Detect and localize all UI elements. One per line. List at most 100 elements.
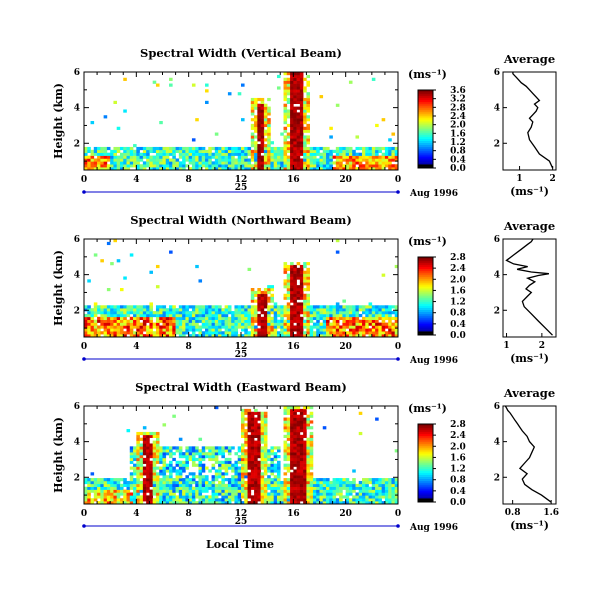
heatmap-cell	[299, 469, 304, 473]
heatmap-cell	[214, 311, 219, 315]
heatmap-cell	[388, 308, 392, 312]
heatmap-cell	[293, 285, 297, 289]
heatmap-cell	[263, 463, 268, 467]
heatmap-cell	[113, 492, 118, 496]
heatmap-cell	[299, 270, 304, 274]
heatmap-cell	[345, 492, 350, 496]
heatmap-cell	[296, 123, 301, 128]
heatmap-cell	[227, 480, 232, 485]
heatmap-cell	[303, 262, 307, 266]
heatmap-cell	[139, 483, 144, 487]
heatmap-cell	[342, 146, 346, 151]
heatmap-cell	[247, 325, 252, 329]
heatmap-cell	[146, 455, 150, 459]
heatmap-cell	[365, 305, 369, 309]
colorbar-tick-label: 3.6	[450, 86, 466, 96]
heatmap-cell	[368, 164, 373, 168]
heatmap-cell	[326, 311, 330, 315]
heatmap-cell	[87, 313, 91, 318]
heatmap-cell	[342, 331, 346, 335]
heatmap-cell	[244, 331, 248, 335]
heatmap-cell	[211, 446, 216, 450]
heatmap-cell	[136, 308, 140, 312]
heatmap-cell	[270, 299, 275, 303]
heatmap-cell	[250, 112, 255, 116]
heatmap-cell	[263, 118, 268, 122]
heatmap-cell	[303, 498, 307, 502]
heatmap-cell	[290, 121, 294, 125]
heatmap-cell	[155, 83, 160, 87]
heatmap-cell	[286, 100, 291, 104]
heatmap-cell	[352, 155, 356, 159]
heatmap-cell	[205, 489, 209, 493]
heatmap-cell	[237, 489, 242, 493]
heatmap-cell	[329, 305, 333, 309]
heatmap-cell	[237, 457, 242, 462]
heatmap-cell	[267, 311, 271, 315]
heatmap-cell	[283, 135, 288, 139]
heatmap-cell	[211, 334, 216, 338]
heatmap-cell	[159, 146, 163, 151]
heatmap-cell	[290, 282, 294, 286]
heatmap-cell	[296, 138, 301, 142]
heatmap-cell	[247, 429, 252, 433]
colorbar-swatch	[418, 457, 433, 460]
heatmap-cell	[303, 322, 307, 326]
heatmap-cell	[339, 486, 343, 490]
heatmap-cell	[257, 475, 261, 479]
heatmap-cell	[306, 483, 310, 487]
colorbar-tick-label: 1.2	[450, 465, 466, 475]
heatmap-cell	[263, 129, 268, 133]
heatmap-cell	[116, 146, 121, 151]
heatmap-cell	[260, 319, 265, 323]
heatmap-cell	[106, 241, 111, 246]
heatmap-cell	[319, 498, 324, 502]
heatmap-cell	[188, 316, 193, 320]
heatmap-cell	[276, 325, 281, 329]
month-label: Aug 1996	[409, 189, 458, 199]
heatmap-cell	[214, 483, 219, 487]
heatmap-cell	[362, 325, 366, 329]
heatmap-cell	[378, 308, 382, 312]
heatmap-cell	[133, 492, 137, 496]
heatmap-cell	[303, 152, 307, 156]
heatmap-cell	[218, 164, 222, 168]
heatmap-cell	[227, 492, 232, 496]
heatmap-cell	[172, 478, 176, 482]
heatmap-cell	[241, 146, 245, 151]
colorbar-tick-label: 2.8	[450, 420, 466, 430]
heatmap-cell	[87, 478, 91, 482]
heatmap-cell	[159, 167, 163, 171]
heatmap-cell	[270, 472, 275, 476]
heatmap-cell	[303, 164, 307, 168]
heatmap-cell	[188, 498, 193, 502]
heatmap-cell	[358, 167, 363, 171]
heatmap-cell	[290, 434, 294, 438]
heatmap-cell	[352, 331, 356, 335]
colorbar-swatch	[418, 437, 433, 440]
heatmap-cell	[139, 164, 144, 168]
heatmap-cell	[267, 299, 271, 303]
heatmap-cell	[198, 308, 203, 312]
heatmap-cell	[250, 311, 255, 315]
heatmap-cell	[188, 149, 193, 153]
heatmap-cell	[319, 328, 324, 332]
heatmap-cell	[303, 313, 307, 318]
heatmap-cell	[205, 308, 209, 312]
heatmap-cell	[303, 288, 307, 292]
heatmap-cell	[322, 313, 327, 318]
heatmap-cell	[133, 486, 137, 490]
colorbar-frame	[417, 423, 434, 503]
heatmap-cell	[155, 489, 160, 493]
heatmap-cell	[113, 155, 118, 159]
heatmap-cell	[205, 83, 209, 87]
heatmap-cell	[293, 455, 297, 459]
heatmap-cell	[299, 123, 304, 128]
heatmap-cell	[378, 486, 382, 490]
heatmap-cell	[142, 495, 147, 499]
heatmap-cell	[97, 480, 101, 485]
heatmap-cell	[113, 319, 118, 323]
heatmap-cell	[273, 475, 278, 479]
heatmap-cell	[394, 449, 399, 453]
heatmap-cell	[375, 498, 379, 502]
